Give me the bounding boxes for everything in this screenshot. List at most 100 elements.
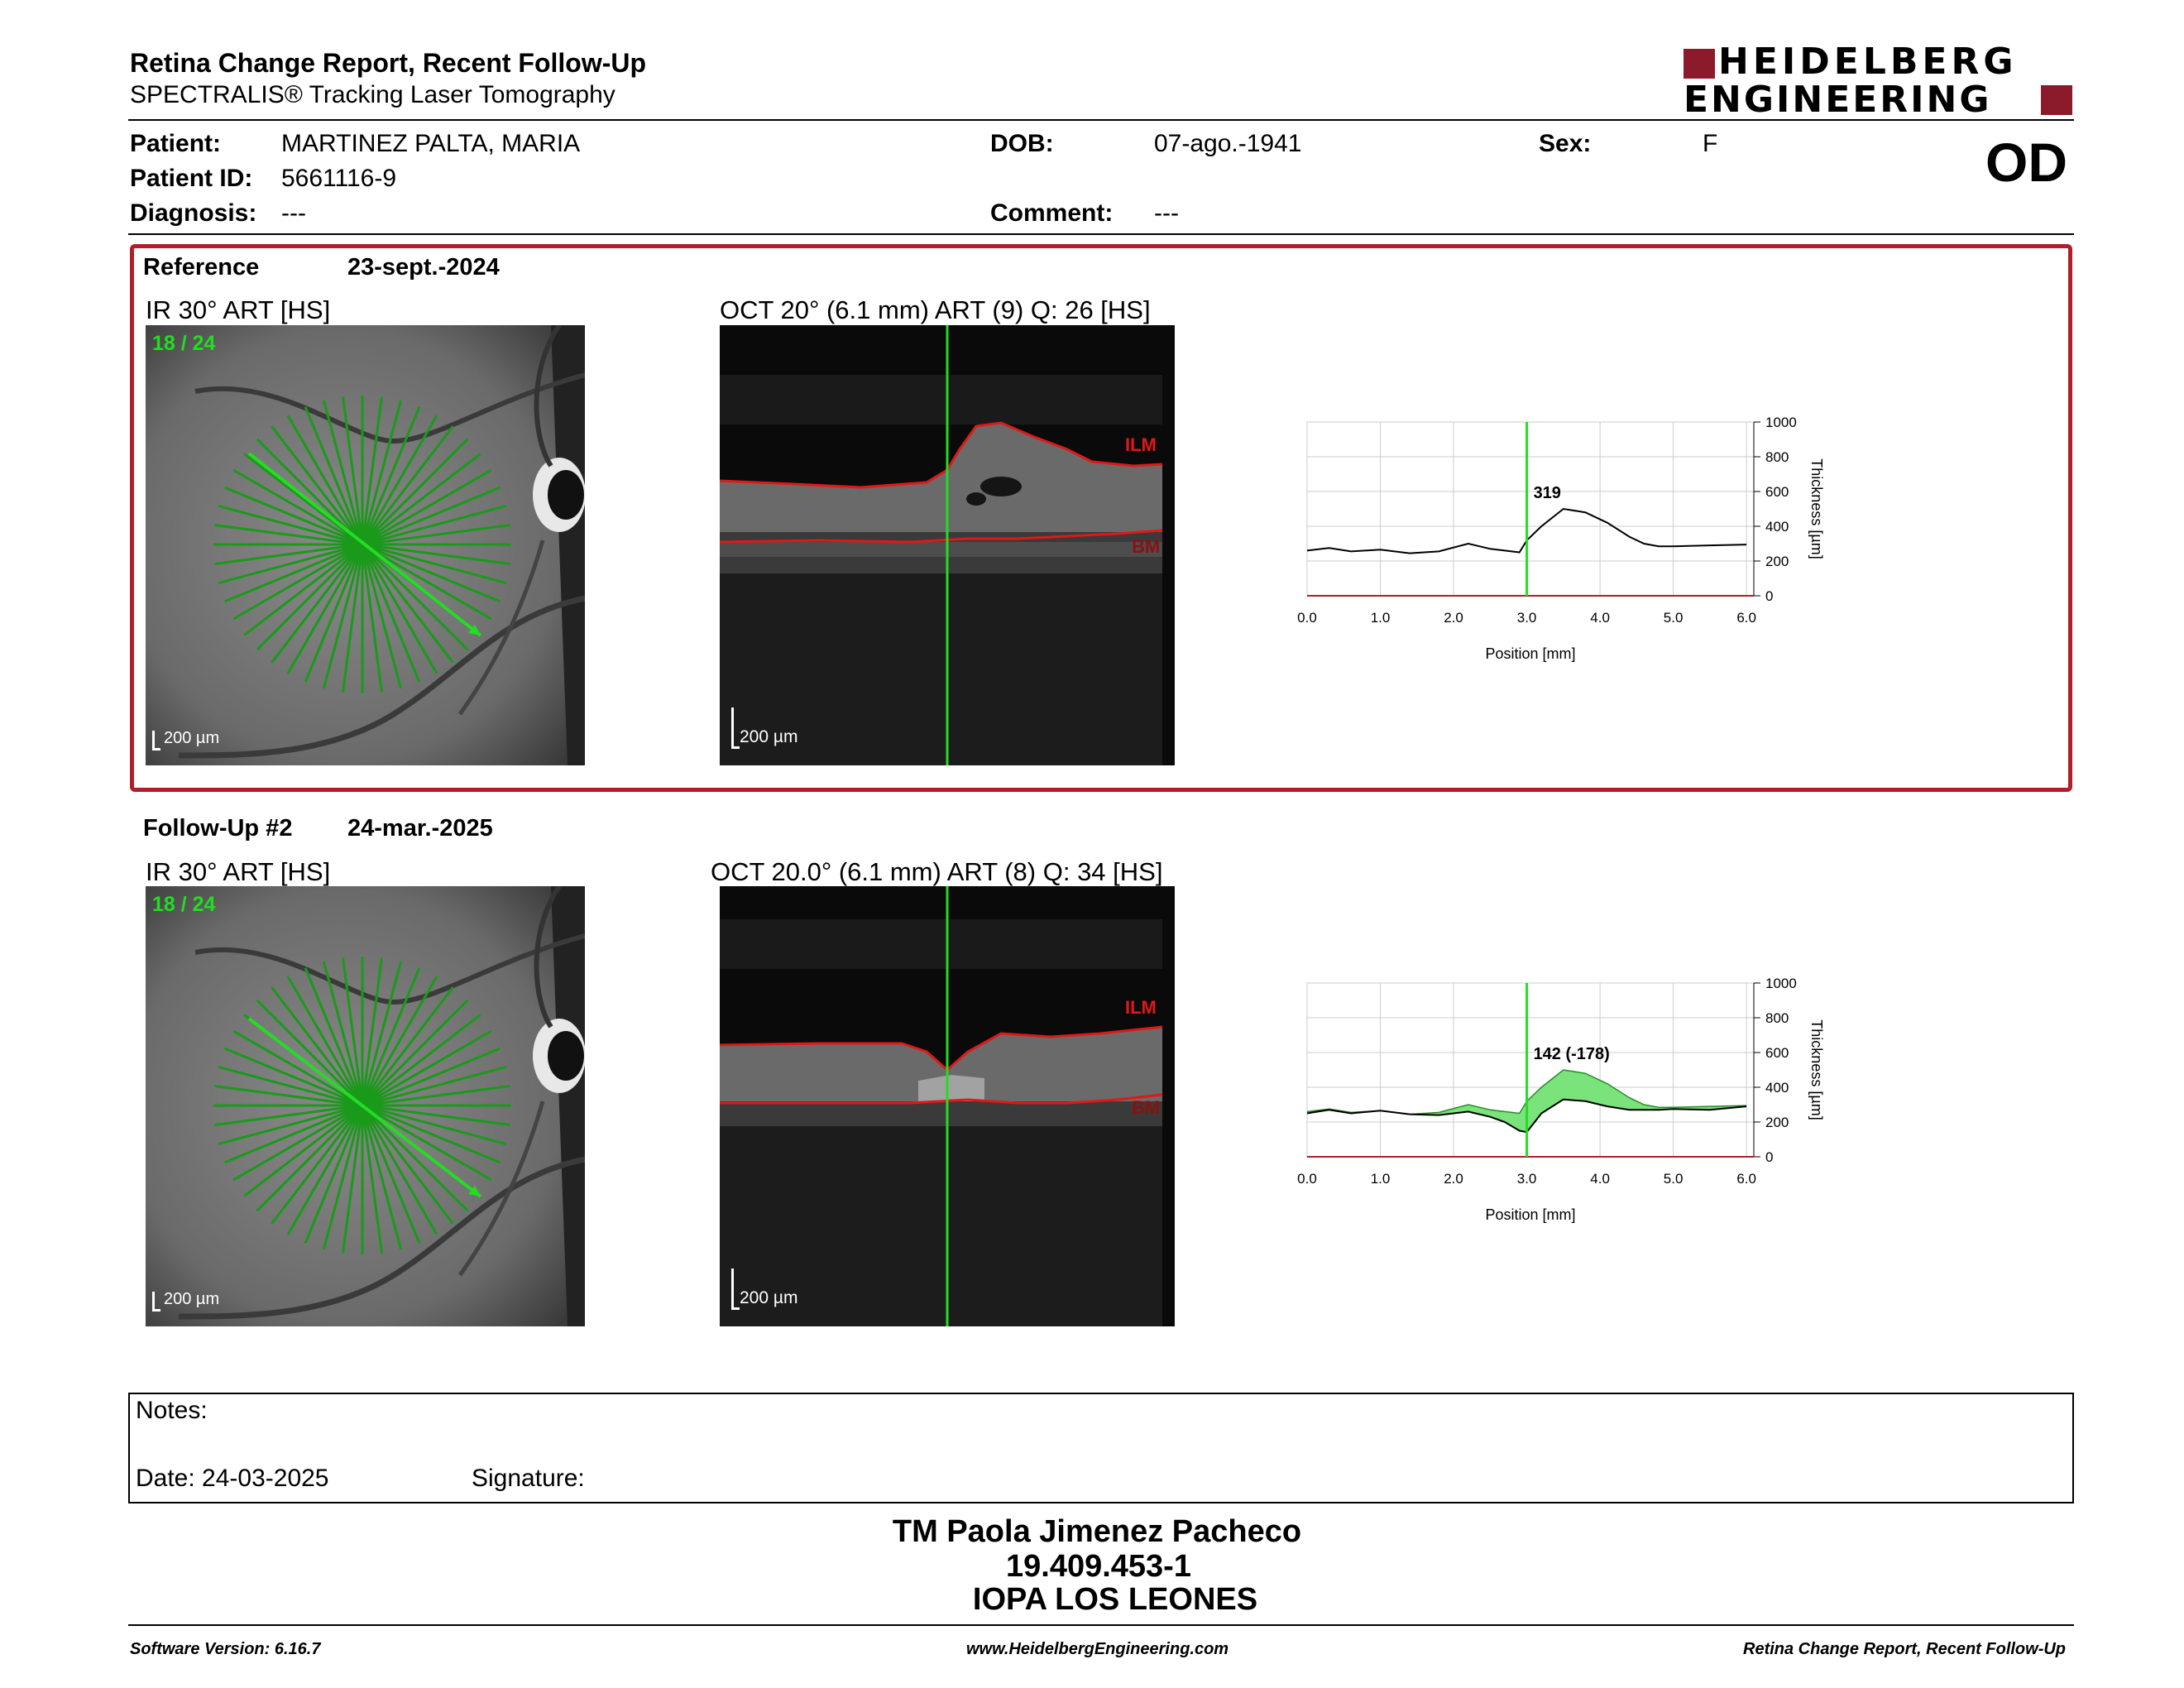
followup-bm-label: BM — [1132, 1097, 1161, 1118]
report-subtitle: SPECTRALIS® Tracking Laser Tomography — [130, 81, 615, 108]
patient-label: Patient: — [130, 130, 222, 157]
x-axis-label: Position [mm] — [1485, 645, 1575, 662]
reference-ir-scalebar — [152, 731, 155, 750]
sex-label: Sex: — [1539, 130, 1592, 157]
y-tick-label: 1000 — [1765, 415, 1797, 430]
reference-oct-scale: 200 µm — [740, 727, 798, 746]
reference-ilm-label: ILM — [1125, 434, 1157, 455]
notes-date: Date: 24-03-2025 — [136, 1465, 329, 1492]
followup-ir-image: 18 / 24 200 µm — [146, 886, 585, 1326]
report-title: Retina Change Report, Recent Follow-Up — [130, 48, 647, 78]
x-tick-label: 4.0 — [1590, 610, 1610, 626]
reference-ir-scalebar-foot — [152, 748, 160, 750]
marker-value-label: 319 — [1534, 484, 1561, 502]
y-axis-label: Thickness [µm] — [1808, 1019, 1825, 1120]
comment-value: --- — [1154, 199, 1179, 227]
followup-oct-scalebar — [731, 1268, 734, 1310]
logo-line2: ENGINEERING — [1684, 79, 1992, 121]
marker-value-label: 142 (-178) — [1534, 1045, 1610, 1063]
reference-bm-label: BM — [1132, 536, 1161, 557]
followup-ir-count: 18 / 24 — [152, 893, 216, 916]
patient-id: 5661116-9 — [281, 165, 397, 192]
followup-oct-image: ILM BM 200 µm — [720, 886, 1175, 1326]
x-axis-label: Position [mm] — [1485, 1206, 1575, 1223]
reference-oct-title: OCT 20° (6.1 mm) ART (9) Q: 26 [HS] — [720, 295, 1151, 324]
dob-value: 07-ago.-1941 — [1154, 130, 1302, 157]
x-tick-label: 3.0 — [1517, 610, 1537, 626]
y-axis-label: Thickness [µm] — [1808, 458, 1825, 559]
dob-label: DOB: — [990, 130, 1054, 157]
reference-ir-title: IR 30° ART [HS] — [146, 295, 331, 324]
patient-rule — [128, 233, 2074, 235]
patient-name: MARTINEZ PALTA, MARIA — [281, 130, 581, 157]
reference-date: 23-sept.-2024 — [347, 254, 500, 281]
y-tick-label: 800 — [1765, 1010, 1789, 1026]
x-tick-label: 5.0 — [1664, 1171, 1684, 1187]
followup-oct-title: OCT 20.0° (6.1 mm) ART (8) Q: 34 [HS] — [711, 857, 1163, 886]
reference-ir-scale: 200 µm — [164, 729, 220, 747]
x-tick-label: 1.0 — [1371, 1171, 1391, 1187]
notes-box[interactable] — [128, 1393, 2074, 1503]
reference-thickness-chart: 0.0 1.0 2.0 3.0 4.0 5.0 6.0 0 200 400 600 800 1000 31… — [1297, 415, 1825, 662]
followup-ir-scale: 200 µm — [164, 1290, 220, 1308]
plot-frame — [1306, 982, 1755, 1158]
heidelberg-logo: HEIDELBERG ENGINEERING — [1684, 42, 2072, 121]
signoff-clinic: IOPA LOS LEONES — [972, 1582, 1258, 1617]
x-tick-label: 0.0 — [1297, 610, 1317, 626]
followup-date: 24-mar.-2025 — [347, 815, 493, 842]
x-tick-label: 6.0 — [1736, 610, 1756, 626]
reference-fundus-svg — [146, 325, 585, 765]
eye-label: OD — [1985, 132, 2067, 193]
reference-oct-scalebar — [731, 707, 734, 749]
followup-label: Follow-Up #2 — [143, 815, 293, 842]
y-tick-label: 800 — [1765, 449, 1789, 465]
followup-ir-title: IR 30° ART [HS] — [146, 857, 331, 886]
plot-frame — [1306, 421, 1755, 597]
header-rule — [128, 119, 2074, 121]
reference-box — [130, 244, 2072, 792]
signoff-rut: 19.409.453-1 — [1006, 1549, 1191, 1584]
software-version: Software Version: 6.16.7 — [130, 1640, 321, 1658]
diagnosis-value: --- — [281, 199, 306, 227]
diagnosis-label: Diagnosis: — [130, 199, 257, 227]
followup-ir-scalebar — [152, 1292, 155, 1312]
y-tick-label: 0 — [1765, 1149, 1773, 1165]
reference-oct-svg — [720, 325, 1175, 765]
x-tick-label: 4.0 — [1590, 1171, 1610, 1187]
signature-label: Signature: — [472, 1465, 585, 1492]
reference-ir-image: 18 / 24 200 µm — [146, 325, 585, 765]
logo-line1: HEIDELBERG — [1718, 41, 2018, 83]
y-tick-label: 400 — [1765, 519, 1789, 535]
patient-id-label: Patient ID: — [130, 165, 253, 192]
y-tick-label: 200 — [1765, 554, 1789, 569]
reference-label: Reference — [143, 254, 260, 281]
followup-ir-scalebar-foot — [152, 1309, 160, 1312]
y-tick-label: 200 — [1765, 1115, 1789, 1130]
followup-fundus-svg — [146, 886, 585, 1326]
followup-thickness-chart: 0.0 1.0 2.0 3.0 4.0 5.0 6.0 0 200 400 600 800 1000 14… — [1297, 976, 1825, 1223]
y-tick-label: 600 — [1765, 1045, 1789, 1061]
y-tick-label: 1000 — [1765, 976, 1797, 991]
sex-value: F — [1703, 130, 1718, 157]
logo-square-bottom — [2041, 85, 2072, 115]
y-tick-label: 600 — [1765, 484, 1789, 500]
followup-oct-scale: 200 µm — [740, 1288, 798, 1307]
y-tick-label: 0 — [1765, 588, 1773, 604]
footer-rule — [128, 1624, 2074, 1626]
signoff-name: TM Paola Jimenez Pacheco — [892, 1514, 1302, 1549]
followup-oct-svg — [720, 886, 1175, 1326]
logo-square-top — [1684, 49, 1715, 79]
comment-label: Comment: — [990, 199, 1114, 227]
followup-ilm-label: ILM — [1125, 997, 1157, 1018]
reference-oct-scalebar-foot — [731, 746, 740, 749]
x-tick-label: 1.0 — [1371, 610, 1391, 626]
reference-ir-count: 18 / 24 — [152, 332, 216, 355]
website-link[interactable]: www.HeidelbergEngineering.com — [966, 1640, 1229, 1658]
notes-label: Notes: — [136, 1397, 208, 1424]
x-tick-label: 2.0 — [1444, 610, 1463, 626]
x-tick-label: 6.0 — [1736, 1171, 1756, 1187]
reference-oct-image: ILM BM 200 µm — [720, 325, 1175, 765]
x-tick-label: 5.0 — [1664, 610, 1684, 626]
y-tick-label: 400 — [1765, 1080, 1789, 1096]
followup-oct-scalebar-foot — [731, 1307, 740, 1310]
